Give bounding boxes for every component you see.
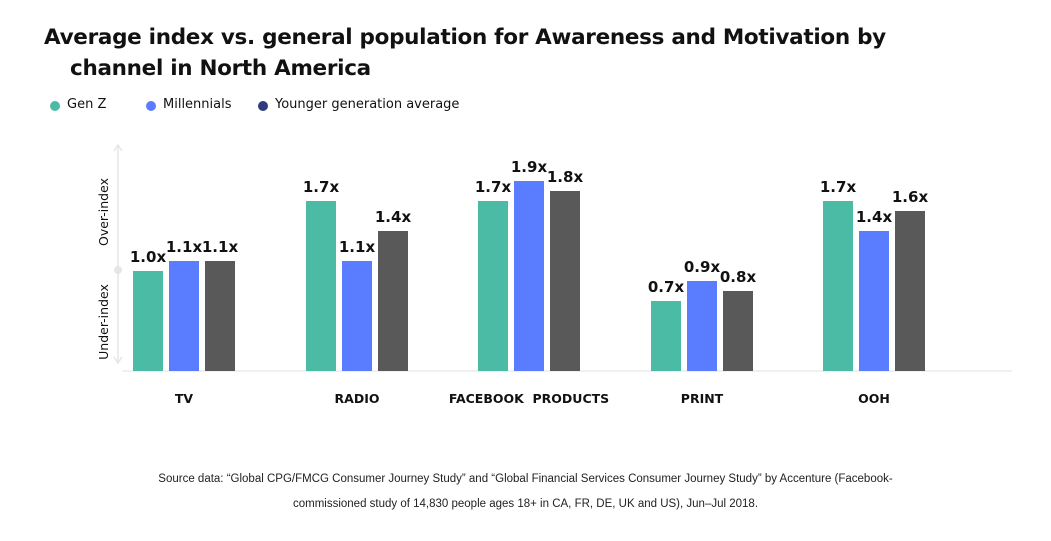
bar-tv-gen-z	[133, 271, 163, 371]
legend-item-millennials: Millennials	[146, 97, 232, 112]
source-line-1: Source data: “Global CPG/FMCG Consumer J…	[158, 473, 893, 485]
value-label-ooh-millennials: 1.4x	[856, 208, 893, 226]
legend-swatch-younger-average	[258, 101, 268, 111]
over-index-label: Over-index	[96, 178, 111, 246]
value-labels-group: 1.0x1.1x 1.1x1.7x1.1x1.4x1.7x1.9x1.8x0.7x…	[130, 158, 929, 296]
source-line-2: commissioned study of 14,830 people ages…	[292, 498, 759, 510]
value-label-facebook-products-younger-generation-average: 1.8x	[547, 168, 584, 186]
chart-title-line-1: Average index vs. general population for…	[44, 25, 886, 50]
value-label-ooh-gen-z: 1.7x	[820, 178, 857, 196]
legend-swatch-millennials	[146, 101, 156, 111]
y-axis-midpoint	[114, 266, 122, 274]
value-label-print-younger-generation-average: 0.8x	[720, 268, 757, 286]
legend-label-gen-z: Gen Z	[67, 97, 107, 112]
y-axis-up-arrow	[113, 143, 123, 152]
category-label-facebook-products: FACEBOOK PRODUCTS	[449, 391, 609, 406]
y-axis: Over-index Under-index	[96, 143, 123, 365]
bar-ooh-gen-z	[823, 201, 853, 371]
value-label-tv-gen-z: 1.0x	[130, 248, 167, 266]
category-label-ooh: OOH	[858, 391, 890, 406]
bar-radio-younger-generation-average	[378, 231, 408, 371]
value-label-print-millennials: 0.9x	[684, 258, 721, 276]
value-label-facebook-products-gen-z: 1.7x	[475, 178, 512, 196]
bar-facebook-products-gen-z	[478, 201, 508, 371]
legend-swatch-gen-z	[50, 101, 60, 111]
bar-facebook-products-millennials	[514, 181, 544, 371]
category-label-print: PRINT	[681, 391, 724, 406]
value-label-tv-younger-generation-average: 1.1x	[202, 238, 239, 256]
bars-group	[133, 181, 925, 371]
value-label-facebook-products-millennials: 1.9x	[511, 158, 548, 176]
legend-item-younger-average: Younger generation average	[258, 97, 459, 112]
bar-ooh-millennials	[859, 231, 889, 371]
bar-radio-millennials	[342, 261, 372, 371]
category-label-radio: RADIO	[335, 391, 380, 406]
value-label-ooh-younger-generation-average: 1.6x	[892, 188, 929, 206]
bar-tv-millennials	[169, 261, 199, 371]
bar-print-gen-z	[651, 301, 681, 371]
bar-tv-younger-generation-average	[205, 261, 235, 371]
value-label-print-gen-z: 0.7x	[648, 278, 685, 296]
category-label-tv: TV	[175, 391, 194, 406]
value-label-radio-millennials: 1.1x	[339, 238, 376, 256]
value-label-radio-gen-z: 1.7x	[303, 178, 340, 196]
value-label-radio-younger-generation-average: 1.4x	[375, 208, 412, 226]
bar-radio-gen-z	[306, 201, 336, 371]
y-axis-down-arrow	[113, 356, 123, 365]
legend-label-younger-average: Younger generation average	[275, 97, 460, 112]
bar-ooh-younger-generation-average	[895, 211, 925, 371]
bar-facebook-products-younger-generation-average	[550, 191, 580, 371]
bar-print-younger-generation-average	[723, 291, 753, 371]
chart-title-line-2: channel in North America	[70, 56, 371, 81]
category-labels-group: TV RADIO FACEBOOK PRODUCTS PRINT OOH	[175, 391, 890, 406]
value-label-tv-millennials: 1.1x	[166, 238, 203, 256]
chart-title: Average index vs. general population for…	[44, 22, 944, 84]
under-index-label: Under-index	[96, 284, 111, 360]
legend-item-gen-z: Gen Z	[50, 97, 106, 112]
bar-print-millennials	[687, 281, 717, 371]
legend-label-millennials: Millennials	[163, 97, 232, 112]
